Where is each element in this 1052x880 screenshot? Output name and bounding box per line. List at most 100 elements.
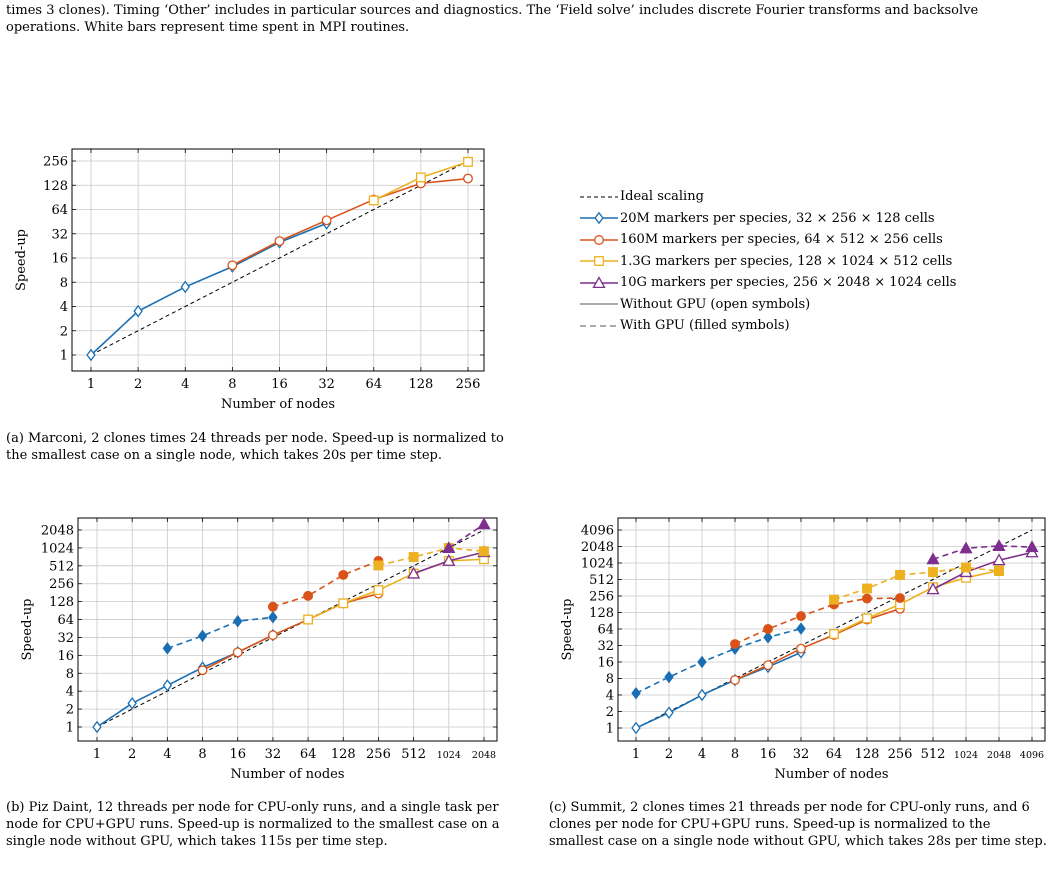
series-line-1.3G-gpu bbox=[378, 547, 485, 567]
data-point-1.3G-cpu bbox=[463, 156, 473, 167]
data-point-20M-cpu bbox=[664, 706, 674, 720]
x-tick-label: 8 bbox=[228, 377, 236, 392]
y-tick-label: 8 bbox=[66, 667, 74, 682]
y-tick-label: 4 bbox=[606, 689, 614, 704]
x-tick-label: 256 bbox=[366, 747, 391, 762]
x-tick-label: 16 bbox=[271, 377, 288, 392]
y-tick-label: 32 bbox=[57, 631, 74, 646]
data-point-1.3G-gpu bbox=[408, 552, 419, 562]
y-tick-label: 128 bbox=[43, 179, 68, 194]
legend-label: With GPU (filled symbols) bbox=[620, 318, 790, 334]
series-swatch-marker bbox=[592, 275, 606, 288]
data-point-10G-gpu bbox=[1025, 540, 1039, 553]
y-tick-label: 64 bbox=[57, 613, 74, 628]
data-point-1.3G-cpu bbox=[829, 628, 839, 639]
chart-a-group: 1 2 4 8 16 32 64 128 256 1 2 4 8 16 32 64 128 256 Number o… bbox=[14, 148, 485, 412]
x-axis-label: Number of nodes bbox=[221, 397, 335, 412]
data-point-20M-gpu bbox=[697, 655, 707, 669]
series-line-160M-cpu bbox=[232, 177, 469, 266]
x-tick-label: 32 bbox=[265, 747, 282, 762]
legend-label: 1.3G markers per species, 128 × 1024 × 5… bbox=[620, 253, 953, 269]
y-tick-label: 256 bbox=[589, 590, 614, 605]
x-tick-label: 64 bbox=[300, 747, 317, 762]
x-tick-label: 2 bbox=[134, 377, 142, 392]
data-point-160M-cpu bbox=[197, 665, 208, 676]
y-tick-label: 64 bbox=[51, 203, 68, 218]
data-point-1.3G-gpu bbox=[895, 569, 905, 580]
legend-entry: 160M markers per species, 64 × 512 × 256… bbox=[580, 229, 956, 251]
series-swatch-marker bbox=[594, 256, 604, 267]
y-tick-label: 128 bbox=[49, 595, 74, 610]
x-tick-label: 1024 bbox=[954, 750, 978, 761]
legend-label: 160M markers per species, 64 × 512 × 256… bbox=[620, 232, 943, 248]
series-line-10G-gpu bbox=[932, 545, 1033, 560]
legend-label: 10G markers per species, 256 × 2048 × 10… bbox=[620, 275, 957, 291]
x-tick-label: 64 bbox=[826, 747, 843, 762]
series-line-10G-cpu bbox=[932, 551, 1033, 590]
data-point-1.3G-cpu bbox=[303, 614, 314, 625]
series-line-20M-cpu bbox=[635, 651, 802, 729]
y-tick-label: 32 bbox=[597, 639, 614, 654]
series-line-1.3G-cpu bbox=[833, 569, 1000, 635]
x-tick-label: 512 bbox=[921, 747, 946, 762]
data-point-160M-cpu bbox=[730, 675, 740, 685]
x-tick-label: 2 bbox=[128, 747, 136, 762]
data-point-1.3G-cpu bbox=[862, 613, 872, 624]
legend-swatch bbox=[580, 325, 618, 327]
x-axis-label: Number of nodes bbox=[230, 767, 344, 782]
x-tick-label: 16 bbox=[760, 747, 777, 762]
data-point-1.3G-cpu bbox=[338, 598, 349, 609]
y-tick-label: 8 bbox=[60, 276, 68, 291]
data-point-160M-cpu bbox=[227, 260, 238, 271]
legend-label: 20M markers per species, 32 × 256 × 128 … bbox=[620, 210, 935, 226]
data-point-160M-gpu bbox=[267, 601, 278, 612]
y-axis-label: Speed-up bbox=[20, 598, 35, 660]
legend-swatch bbox=[580, 256, 618, 267]
x-tick-label: 1024 bbox=[437, 750, 461, 761]
series-line-160M-cpu bbox=[202, 592, 379, 671]
data-point-1.3G-cpu bbox=[373, 585, 384, 596]
data-point-10G-cpu bbox=[992, 553, 1006, 566]
y-tick-label: 2 bbox=[606, 705, 614, 720]
data-point-20M-gpu bbox=[197, 629, 208, 643]
x-tick-label: 4 bbox=[698, 747, 706, 762]
y-tick-label: 1 bbox=[606, 722, 614, 737]
data-point-20M-cpu bbox=[631, 721, 641, 735]
y-tick-label: 16 bbox=[57, 649, 74, 664]
y-tick-label: 4 bbox=[66, 685, 74, 700]
data-point-20M-gpu bbox=[631, 686, 641, 700]
series-line-20M-cpu bbox=[90, 222, 327, 356]
series-swatch-marker bbox=[594, 234, 604, 245]
data-point-20M-cpu bbox=[697, 688, 707, 702]
data-point-160M-cpu bbox=[232, 647, 243, 658]
series-line-1.3G-cpu bbox=[307, 558, 485, 621]
data-point-20M-gpu bbox=[233, 614, 243, 628]
data-point-20M-gpu bbox=[162, 642, 173, 655]
series-line-160M-cpu bbox=[734, 607, 901, 681]
x-tick-label: 4 bbox=[181, 377, 189, 392]
y-tick-label: 128 bbox=[589, 606, 614, 621]
series-line-160M-gpu bbox=[734, 597, 901, 645]
y-tick-label: 1024 bbox=[41, 541, 74, 556]
x-tick-label: 128 bbox=[331, 747, 356, 762]
plot-frame bbox=[77, 517, 498, 742]
data-point-1.3G-gpu bbox=[961, 562, 971, 573]
legend-entry: 1.3G markers per species, 128 × 1024 × 5… bbox=[580, 251, 956, 273]
data-point-160M-gpu bbox=[763, 624, 773, 634]
data-point-10G-cpu bbox=[407, 566, 421, 579]
y-axis-label: Speed-up bbox=[14, 229, 29, 291]
data-point-20M-cpu bbox=[133, 304, 143, 318]
data-point-160M-cpu bbox=[763, 660, 773, 671]
legend-entry: Without GPU (open symbols) bbox=[580, 294, 956, 316]
plot-frame bbox=[617, 517, 1046, 742]
y-tick-label: 512 bbox=[589, 573, 614, 588]
data-point-20M-cpu bbox=[162, 679, 173, 692]
caption-summit: (c) Summit, 2 clones times 21 threads pe… bbox=[549, 800, 1047, 849]
data-point-20M-gpu bbox=[763, 631, 773, 644]
data-point-1.3G-gpu bbox=[373, 560, 384, 571]
x-axis-label: Number of nodes bbox=[774, 767, 888, 782]
legend-label: Without GPU (open symbols) bbox=[620, 296, 811, 312]
data-point-160M-cpu bbox=[463, 173, 473, 184]
x-tick-label: 1 bbox=[87, 377, 95, 392]
